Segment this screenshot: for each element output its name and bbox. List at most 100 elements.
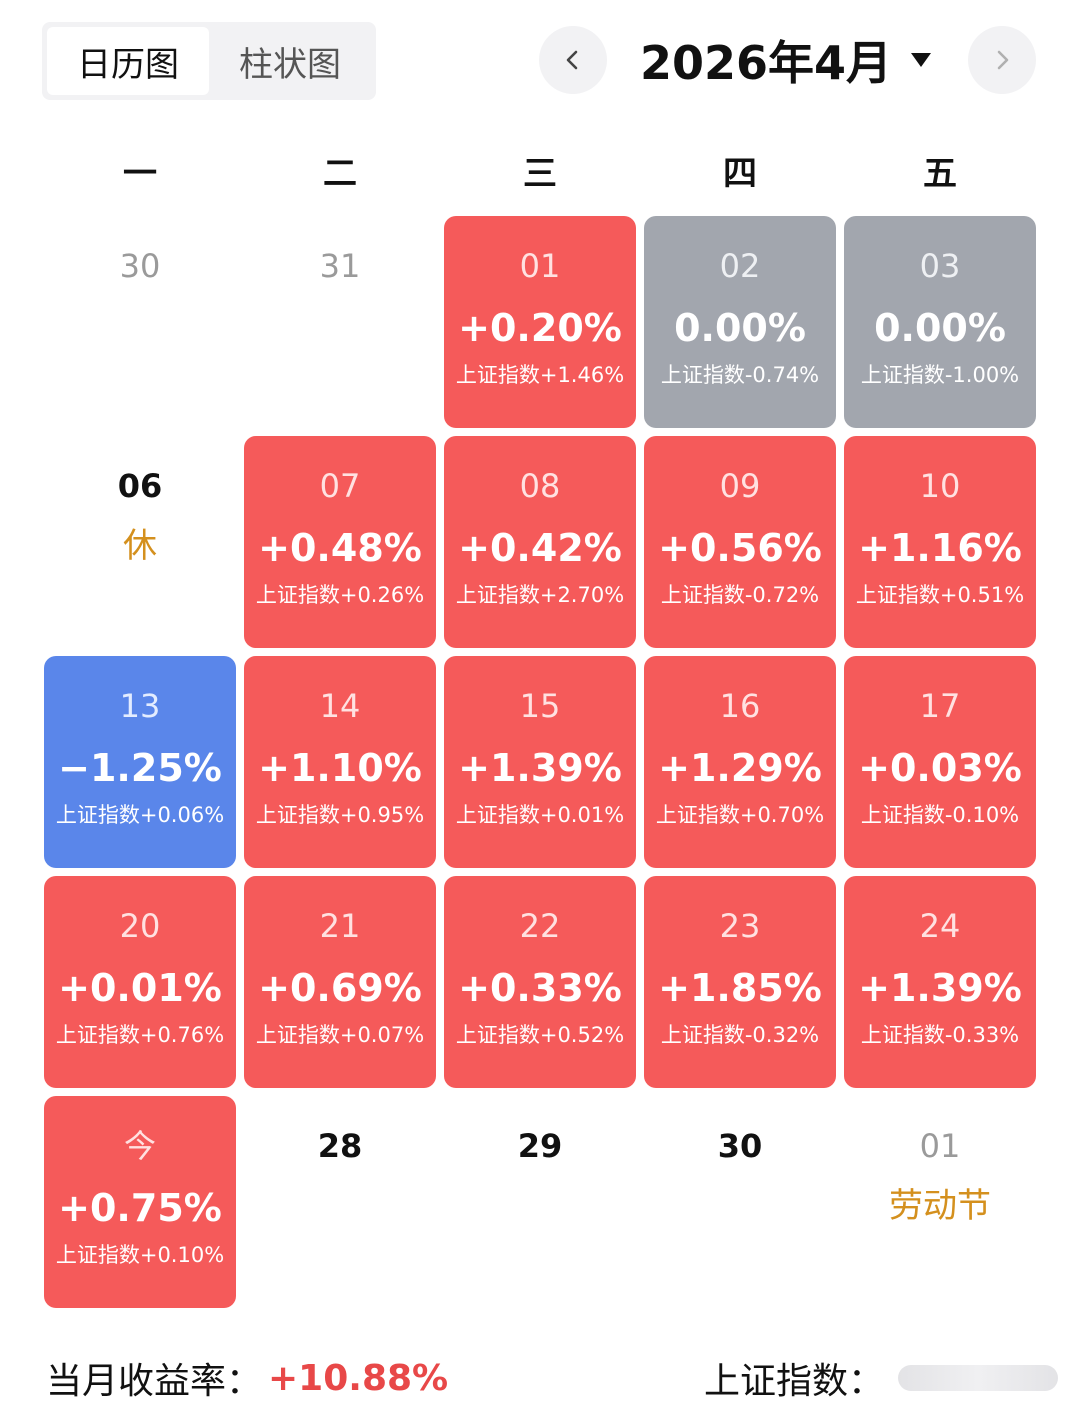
- prev-month-button[interactable]: [539, 26, 607, 94]
- weekday-mon: 一: [123, 153, 157, 194]
- rest-label: 休: [123, 526, 157, 566]
- calendar-day-rest: 06 休: [44, 436, 236, 648]
- day-number: 24: [919, 907, 961, 945]
- day-number: 16: [719, 687, 761, 725]
- calendar-day-prev-month: 31: [244, 216, 436, 428]
- day-number: 03: [919, 247, 961, 285]
- day-number: 29: [517, 1127, 563, 1165]
- index-change: 上证指数+0.26%: [255, 583, 425, 607]
- day-number: 01: [919, 1127, 961, 1165]
- holiday-label: 劳动节: [889, 1186, 991, 1226]
- calendar-day-cell[interactable]: 02 0.00% 上证指数-0.74%: [644, 216, 836, 428]
- calendar-day-cell[interactable]: 22 +0.33% 上证指数+0.52%: [444, 876, 636, 1088]
- calendar-day-future: 28: [244, 1096, 436, 1308]
- day-number: 今: [123, 1127, 156, 1165]
- day-number: 28: [317, 1127, 363, 1165]
- calendar-day-cell[interactable]: 07 +0.48% 上证指数+0.26%: [244, 436, 436, 648]
- daily-return: +1.16%: [858, 526, 1022, 570]
- weekday-wed: 三: [523, 153, 557, 194]
- index-change: 上证指数-0.33%: [860, 1023, 1020, 1047]
- calendar-day-today[interactable]: 今 +0.75% 上证指数+0.10%: [44, 1096, 236, 1308]
- daily-return: +0.03%: [858, 746, 1022, 790]
- view-toggle: 日历图 柱状图: [42, 22, 376, 100]
- calendar-day-cell[interactable]: 01 +0.20% 上证指数+1.46%: [444, 216, 636, 428]
- daily-return: +0.42%: [458, 526, 622, 570]
- calendar-day-cell[interactable]: 17 +0.03% 上证指数-0.10%: [844, 656, 1036, 868]
- index-summary-label: 上证指数：: [704, 1361, 885, 1402]
- calendar-day-cell[interactable]: 03 0.00% 上证指数-1.00%: [844, 216, 1036, 428]
- index-change: 上证指数+0.51%: [855, 583, 1025, 607]
- calendar-day-future: 30: [644, 1096, 836, 1308]
- day-number: 07: [319, 467, 361, 505]
- calendar-day-cell[interactable]: 23 +1.85% 上证指数-0.32%: [644, 876, 836, 1088]
- calendar-day-cell[interactable]: 15 +1.39% 上证指数+0.01%: [444, 656, 636, 868]
- month-selector[interactable]: 2026年4月: [640, 24, 932, 96]
- calendar-day-cell[interactable]: 08 +0.42% 上证指数+2.70%: [444, 436, 636, 648]
- index-change: 上证指数+1.46%: [455, 363, 625, 387]
- monthly-return-value: +10.88%: [268, 1357, 449, 1399]
- calendar-day-cell[interactable]: 09 +0.56% 上证指数-0.72%: [644, 436, 836, 648]
- calendar-day-prev-month: 30: [44, 216, 236, 428]
- calendar-day-cell[interactable]: 14 +1.10% 上证指数+0.95%: [244, 656, 436, 868]
- day-number: 21: [319, 907, 361, 945]
- day-number: 02: [719, 247, 761, 285]
- month-label: 2026年4月: [640, 36, 893, 90]
- tab-bar-chart[interactable]: 柱状图: [239, 44, 341, 85]
- tab-calendar[interactable]: 日历图: [47, 27, 209, 95]
- caret-down-icon: [911, 53, 932, 67]
- weekday-fri: 五: [923, 153, 957, 194]
- daily-return: 0.00%: [674, 306, 806, 350]
- index-change: 上证指数+0.52%: [455, 1023, 625, 1047]
- weekday-thu: 四: [723, 153, 757, 194]
- daily-return: +0.01%: [58, 966, 222, 1010]
- daily-return: +1.39%: [458, 746, 622, 790]
- daily-return: +1.85%: [658, 966, 822, 1010]
- monthly-return-summary: 当月收益率： +10.88%: [46, 1350, 448, 1406]
- weekday-tue: 二: [323, 153, 357, 194]
- index-change: 上证指数+0.07%: [255, 1023, 425, 1047]
- chevron-right-icon: [997, 50, 1009, 70]
- daily-return: +0.75%: [58, 1186, 222, 1230]
- day-number: 31: [319, 247, 361, 285]
- day-number: 10: [919, 467, 961, 505]
- day-number: 08: [519, 467, 561, 505]
- calendar-day-cell[interactable]: 24 +1.39% 上证指数-0.33%: [844, 876, 1036, 1088]
- daily-return: 0.00%: [874, 306, 1006, 350]
- index-change: 上证指数-0.74%: [660, 363, 820, 387]
- day-number: 14: [319, 687, 361, 725]
- daily-return: +0.33%: [458, 966, 622, 1010]
- index-change: 上证指数+0.70%: [655, 803, 825, 827]
- day-number: 30: [717, 1127, 763, 1165]
- daily-return: +0.69%: [258, 966, 422, 1010]
- day-number: 30: [119, 247, 161, 285]
- chevron-left-icon: [566, 50, 578, 70]
- day-number: 22: [519, 907, 561, 945]
- day-number: 09: [719, 467, 761, 505]
- monthly-return-label: 当月收益率：: [46, 1361, 263, 1402]
- calendar-day-cell[interactable]: 16 +1.29% 上证指数+0.70%: [644, 656, 836, 868]
- daily-return: +0.56%: [658, 526, 822, 570]
- index-change: 上证指数-0.10%: [860, 803, 1020, 827]
- index-change: 上证指数+0.95%: [255, 803, 425, 827]
- daily-return: +0.48%: [258, 526, 422, 570]
- calendar-day-cell[interactable]: 21 +0.69% 上证指数+0.07%: [244, 876, 436, 1088]
- calendar-day-cell[interactable]: 13 −1.25% 上证指数+0.06%: [44, 656, 236, 868]
- index-change: 上证指数+0.06%: [55, 803, 225, 827]
- day-number: 06: [117, 467, 163, 505]
- index-summary: 上证指数：: [704, 1350, 1059, 1406]
- daily-return: −1.25%: [58, 746, 222, 790]
- calendar-day-future: 29: [444, 1096, 636, 1308]
- daily-return: +0.20%: [458, 306, 622, 350]
- calendar-day-cell[interactable]: 10 +1.16% 上证指数+0.51%: [844, 436, 1036, 648]
- day-number: 23: [719, 907, 761, 945]
- calendar-day-cell[interactable]: 20 +0.01% 上证指数+0.76%: [44, 876, 236, 1088]
- calendar-day-holiday: 01 劳动节: [844, 1096, 1036, 1308]
- index-change: 上证指数+0.01%: [455, 803, 625, 827]
- day-number: 17: [919, 687, 961, 725]
- next-month-button[interactable]: [968, 26, 1036, 94]
- daily-return: +1.10%: [258, 746, 422, 790]
- index-change: 上证指数-1.00%: [860, 363, 1020, 387]
- day-number: 13: [119, 687, 161, 725]
- day-number: 01: [519, 247, 561, 285]
- index-change: 上证指数-0.72%: [660, 583, 820, 607]
